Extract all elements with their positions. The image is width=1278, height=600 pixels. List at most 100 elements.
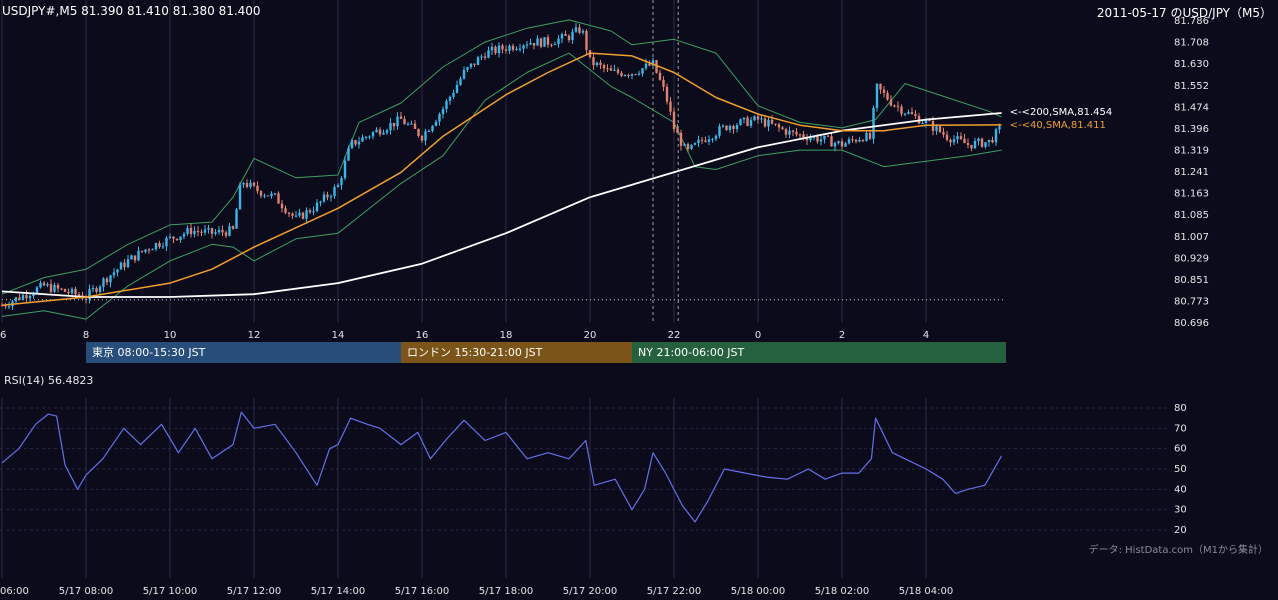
candle-bull [161, 246, 165, 248]
candle-bear [210, 228, 214, 234]
candle-bear [756, 116, 760, 120]
candle-bull [441, 108, 445, 115]
candle-bull [333, 187, 336, 197]
candle-bull [119, 262, 123, 270]
candle-bear [672, 111, 676, 129]
candle-bear [56, 284, 60, 289]
candle-bear [550, 44, 553, 46]
candle-bear [417, 128, 420, 136]
candle-bull [182, 233, 186, 237]
session-ny-band: NY 21:00-06:00 JST [632, 342, 1006, 363]
candle-bear [301, 212, 305, 219]
candle-bear [791, 130, 795, 132]
candle-bear [564, 34, 567, 36]
candle-bear [84, 298, 88, 300]
candle-bull [476, 57, 480, 65]
candle-bull [714, 135, 718, 139]
candle-bear [585, 30, 588, 51]
candle-bull [858, 140, 861, 142]
candle-bear [851, 139, 854, 141]
candle-bear [133, 255, 137, 261]
rsi-tick-label: 40 [1174, 484, 1187, 495]
candle-bear [931, 121, 935, 131]
candle-bull [371, 132, 375, 137]
rsi-tick-label: 60 [1174, 444, 1187, 455]
candle-bear [830, 136, 833, 147]
candle-bull [21, 294, 25, 300]
candle-bear [602, 65, 606, 69]
candle-bull [753, 116, 756, 121]
candle-bear [25, 294, 28, 299]
candle-bull [952, 139, 956, 143]
candle-bear [172, 236, 175, 239]
candle-bear [676, 128, 679, 133]
candle-bear [158, 243, 161, 247]
candle-bull [872, 107, 875, 139]
rsi-tick-label: 80 [1174, 403, 1187, 414]
candle-bull [340, 178, 343, 186]
candle-bear [648, 63, 651, 66]
candle-bear [308, 210, 312, 213]
candle-bull [683, 144, 686, 146]
candle-bear [399, 116, 403, 119]
candle-bull [973, 141, 977, 149]
candle-bull [553, 44, 557, 46]
rsi-time-tick-label: 5/17 08:00 [59, 586, 113, 597]
candle-bear [546, 37, 550, 45]
candle-bear [196, 230, 200, 232]
candle-bear [280, 203, 284, 209]
candle-bear [802, 134, 805, 138]
candle-bull [865, 132, 868, 141]
candle-bear [669, 101, 672, 112]
candle-bear [392, 122, 396, 127]
candle-bull [935, 126, 938, 131]
candle-bear [284, 208, 287, 213]
candle-bull [907, 112, 910, 114]
candle-bull [994, 129, 998, 143]
candle-bear [49, 284, 53, 292]
candle-bull [823, 135, 826, 140]
data-credit: データ: HistData.com（M1から集計） [1088, 545, 1268, 556]
candle-bull [459, 78, 462, 85]
candle-bull [298, 212, 301, 216]
candle-bull [833, 143, 837, 147]
candle-bull [469, 63, 473, 68]
candle-bull [151, 249, 154, 251]
candle-bull [480, 56, 483, 58]
candle-bull [651, 60, 655, 66]
candle-bear [532, 43, 536, 46]
rsi-time-tick-label: 5/17 12:00 [227, 586, 281, 597]
candle-bear [42, 282, 46, 286]
candle-bull [728, 125, 732, 130]
candle-bull [294, 215, 298, 217]
candle-bear [504, 49, 508, 51]
rsi-time-tick-label: 5/18 02:00 [815, 586, 869, 597]
rsi-line [1, 411, 1003, 523]
candle-bear [287, 212, 291, 214]
candle-bull [466, 67, 469, 70]
candle-bull [130, 255, 133, 260]
candle-bull [270, 193, 273, 197]
candle-bull [560, 34, 564, 39]
candle-bear [483, 56, 487, 58]
candle-bear [889, 99, 893, 106]
candle-bull [186, 227, 189, 234]
candle-bear [700, 139, 704, 141]
candle-bear [784, 129, 788, 135]
candle-bear [882, 89, 886, 93]
candle-bull [350, 140, 354, 148]
candle-bear [539, 38, 543, 47]
candle-bull [382, 132, 385, 135]
candle-bear [816, 136, 819, 142]
candle-bull [641, 68, 644, 74]
candle-bull [844, 143, 847, 147]
candle-bull [343, 160, 347, 179]
candle-bull [557, 38, 560, 45]
candle-bull [508, 45, 511, 51]
candle-bull [977, 138, 980, 142]
candle-bull [434, 121, 438, 126]
candle-bull [525, 44, 529, 46]
rsi-time-tick-label: 5/17 14:00 [311, 586, 365, 597]
time-tick-label: 0 [755, 330, 761, 341]
candle-bear [599, 62, 602, 66]
